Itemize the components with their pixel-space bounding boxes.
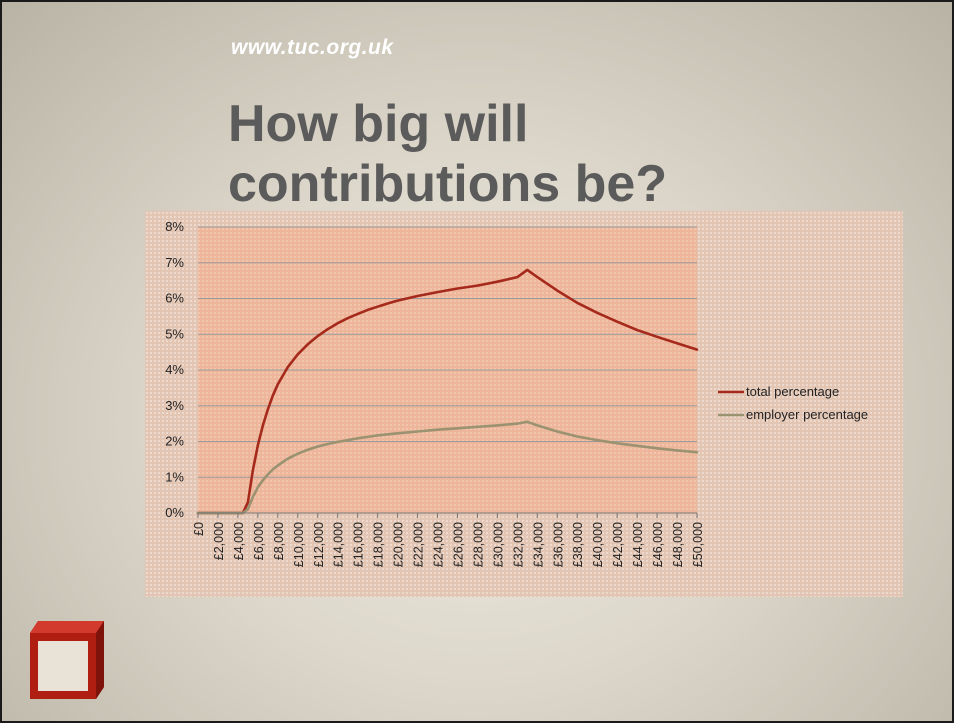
x-tick-label: £22,000 <box>412 522 426 567</box>
x-tick-label: £42,000 <box>611 522 625 567</box>
legend-label-1: total percentage <box>746 384 839 399</box>
x-tick-label: £16,000 <box>352 522 366 567</box>
tuc-logo-icon <box>30 621 104 699</box>
x-tick-label: £20,000 <box>392 522 406 567</box>
y-tick-label: 0% <box>165 505 184 520</box>
x-tick-label: £38,000 <box>571 522 585 567</box>
x-tick-label: £10,000 <box>292 522 306 567</box>
x-tick-label: £48,000 <box>671 522 685 567</box>
y-tick-label: 4% <box>165 362 184 377</box>
title-line-1: How big will <box>228 95 529 153</box>
series-line-2 <box>196 420 699 515</box>
y-tick-label: 2% <box>165 434 184 449</box>
x-tick-label: £18,000 <box>372 522 386 567</box>
website-url: www.tuc.org.uk <box>231 36 394 59</box>
x-tick-label: £28,000 <box>471 522 485 567</box>
x-tick-label: £34,000 <box>531 522 545 567</box>
x-tick-label: £2,000 <box>212 522 226 560</box>
x-tick-label: £46,000 <box>651 522 665 567</box>
x-tick-label: £26,000 <box>451 522 465 567</box>
x-tick-label: £6,000 <box>252 522 266 560</box>
slide-title: How big will contributions be? <box>228 94 667 214</box>
y-tick-label: 3% <box>165 398 184 413</box>
y-tick-label: 1% <box>165 469 184 484</box>
y-tick-label: 7% <box>165 255 184 270</box>
y-tick-label: 8% <box>165 219 184 234</box>
x-tick-label: £8,000 <box>272 522 286 560</box>
y-tick-label: 6% <box>165 291 184 306</box>
x-tick-label: £30,000 <box>491 522 505 567</box>
title-line-2: contributions be? <box>228 155 668 213</box>
y-tick-label: 5% <box>165 326 184 341</box>
x-tick-label: £36,000 <box>551 522 565 567</box>
x-tick-label: £32,000 <box>511 522 525 567</box>
x-tick-label: £40,000 <box>591 522 605 567</box>
x-tick-label: £50,000 <box>691 522 705 567</box>
line-chart: 0% 1% 2% 3% 4% 5% 6% 7% 8% £0 £2,000 £4,000 £6,000 £8… <box>165 219 868 567</box>
series-line-1 <box>196 268 699 515</box>
x-tick-label: £0 <box>192 522 206 536</box>
x-tick-label: £14,000 <box>332 522 346 567</box>
x-tick-label: £12,000 <box>312 522 326 567</box>
x-tick-label: £4,000 <box>232 522 246 560</box>
legend-label-2: employer percentage <box>746 407 868 422</box>
x-tick-label: £44,000 <box>631 522 645 567</box>
chart-area: 0% 1% 2% 3% 4% 5% 6% 7% 8% £0 £2,000 £4,000 £6,000 £8… <box>145 211 903 597</box>
x-tick-label: £24,000 <box>432 522 446 567</box>
